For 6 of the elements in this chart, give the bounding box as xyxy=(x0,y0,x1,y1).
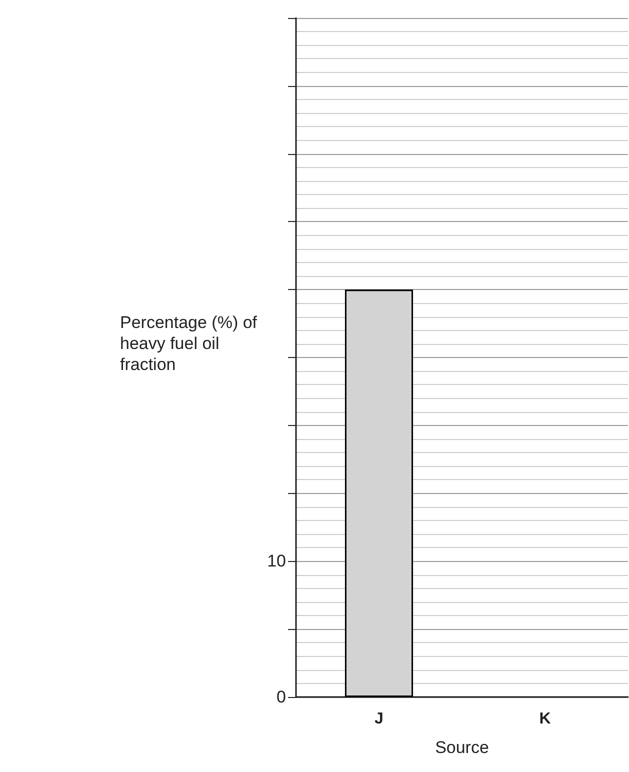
y-axis-title: Percentage (%) of heavy fuel oil fraction xyxy=(120,313,262,374)
x-axis-title: Source xyxy=(435,738,489,757)
x-tick-label: K xyxy=(539,710,552,728)
x-tick-label: J xyxy=(374,710,384,728)
y-tick-label: 10 xyxy=(267,552,286,571)
y-tick-label: 0 xyxy=(276,688,286,706)
